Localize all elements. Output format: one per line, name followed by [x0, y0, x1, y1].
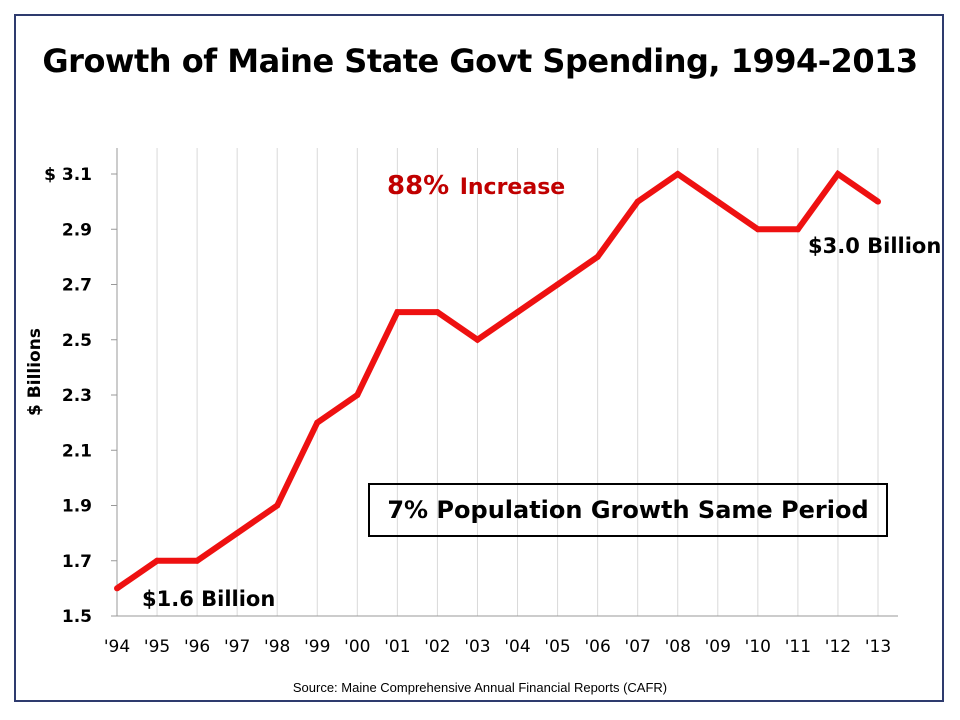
data-point	[274, 502, 281, 509]
data-point	[354, 392, 361, 398]
x-tick-label: '13	[865, 637, 891, 657]
data-point	[394, 309, 401, 316]
population-callout-box: 7% Population Growth Same Period	[368, 483, 888, 537]
x-tick-label: '06	[584, 637, 610, 657]
y-tick-label: 1.5	[62, 607, 92, 627]
x-tick-label: '08	[665, 637, 691, 657]
end-value-label: $3.0 Billion	[808, 234, 941, 258]
x-tick-label: '02	[424, 637, 450, 657]
x-tick-label: '03	[464, 637, 490, 657]
y-tick-label: $ 3.1	[44, 165, 92, 185]
data-point	[834, 171, 841, 177]
y-tick-label: 2.1	[62, 441, 92, 461]
y-tick-label: 2.9	[62, 220, 92, 240]
x-tick-label: '01	[384, 637, 410, 657]
chart-title: Growth of Maine State Govt Spending, 199…	[42, 42, 918, 80]
data-point	[154, 557, 161, 564]
data-point	[594, 253, 601, 260]
data-point	[434, 309, 441, 316]
y-tick-label: 1.7	[62, 552, 92, 572]
x-tick-label: '97	[224, 637, 250, 657]
y-tick-labels: 1.5 1.7 1.9 2.1 2.3 2.5 2.7 2.9 $ 3.1	[44, 165, 117, 627]
x-tick-label: '12	[825, 637, 851, 657]
y-tick-label: 1.9	[62, 497, 92, 517]
gridlines	[156, 148, 879, 616]
data-point	[634, 198, 641, 205]
x-tick-label: '07	[625, 637, 651, 657]
x-tick-label: '10	[745, 637, 771, 657]
x-tick-label: '95	[144, 637, 170, 657]
x-tick-label: '94	[104, 637, 130, 657]
slide-frame	[14, 14, 944, 702]
data-point	[875, 198, 881, 205]
increase-percent: 88%	[387, 171, 449, 201]
x-tick-label: '05	[544, 637, 570, 657]
increase-word: Increase	[460, 175, 566, 200]
y-tick-label: 2.7	[62, 276, 92, 296]
y-tick-label: 2.5	[62, 331, 92, 351]
data-point	[194, 557, 201, 564]
data-point	[474, 336, 481, 343]
x-tick-label: '11	[785, 637, 811, 657]
start-value-label: $1.6 Billion	[142, 587, 275, 611]
data-point	[314, 419, 321, 426]
data-points	[114, 171, 881, 592]
x-tick-label: '04	[504, 637, 530, 657]
x-tick-label: '96	[184, 637, 210, 657]
data-point	[114, 585, 120, 592]
spending-line	[115, 169, 880, 591]
data-point	[714, 198, 721, 205]
x-tick-label: '99	[304, 637, 330, 657]
data-point	[234, 530, 241, 537]
data-point	[794, 226, 801, 233]
data-point	[554, 281, 561, 288]
increase-annotation: 88% Increase	[387, 171, 565, 201]
x-tick-label: '98	[264, 637, 290, 657]
x-tick-labels: '94 '95 '96 '97 '98 '99 '00 '01 '02 '03 '04 '05 '06 '…	[104, 637, 891, 657]
y-axis-label: $ Billions	[25, 328, 45, 416]
y-tick-label: 2.3	[62, 386, 92, 406]
data-point	[754, 226, 761, 233]
source-note: Source: Maine Comprehensive Annual Finan…	[292, 680, 668, 695]
x-tick-label: '09	[705, 637, 731, 657]
data-point	[674, 171, 681, 177]
data-point	[514, 309, 521, 316]
x-tick-label: '00	[344, 637, 370, 657]
